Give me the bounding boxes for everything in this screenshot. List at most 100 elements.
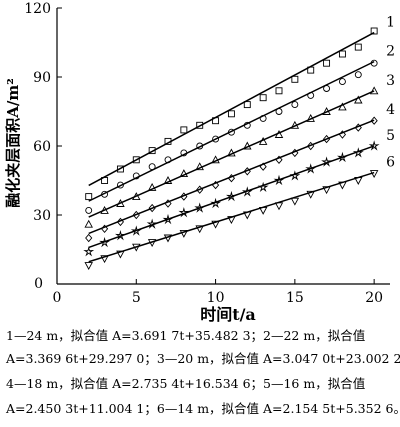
fit-line-4 bbox=[88, 119, 375, 235]
triangle-up-marker bbox=[274, 130, 284, 138]
x-tick-label: 10 bbox=[207, 290, 225, 306]
star-marker bbox=[83, 246, 95, 257]
circle-marker bbox=[370, 59, 378, 67]
square-marker bbox=[323, 59, 331, 67]
triangle-down-marker bbox=[195, 225, 204, 234]
circle-marker bbox=[338, 78, 346, 86]
circle-marker bbox=[132, 172, 140, 180]
diamond-marker bbox=[291, 148, 299, 158]
triangle-down-marker bbox=[132, 243, 141, 252]
series-labels: 1 2 3 4 5 6 bbox=[386, 15, 395, 171]
series-label-2: 2 bbox=[386, 44, 395, 60]
triangle-up-marker bbox=[369, 86, 379, 95]
triangle-up-marker bbox=[211, 155, 220, 164]
diamond-marker bbox=[196, 185, 204, 194]
square-marker bbox=[85, 193, 93, 201]
square-marker bbox=[338, 50, 346, 58]
x-tick-label: 20 bbox=[365, 290, 383, 306]
star-marker bbox=[321, 156, 333, 167]
triangle-down-marker bbox=[322, 186, 331, 195]
triangle-up-marker bbox=[195, 162, 204, 171]
triangle-down-marker bbox=[227, 216, 236, 225]
triangle-up-marker bbox=[100, 205, 109, 214]
triangle-down-marker bbox=[243, 211, 252, 220]
star-marker bbox=[352, 147, 364, 158]
series-label-5: 5 bbox=[386, 128, 395, 144]
star-marker bbox=[241, 186, 253, 197]
triangle-down-marker bbox=[100, 255, 109, 264]
square-marker bbox=[196, 121, 204, 129]
star-marker bbox=[99, 236, 111, 248]
square-marker bbox=[227, 110, 235, 118]
square-marker bbox=[275, 87, 283, 95]
y-tick-label: 120 bbox=[24, 1, 51, 17]
triangle-down-marker bbox=[116, 250, 125, 259]
circle-marker bbox=[196, 142, 204, 150]
circle-marker bbox=[85, 206, 93, 214]
fit-line-2 bbox=[88, 60, 375, 202]
triangle-up-marker bbox=[163, 176, 173, 184]
triangle-down-marker bbox=[354, 177, 363, 185]
star-marker bbox=[273, 174, 285, 186]
square-marker bbox=[291, 75, 299, 83]
x-tick-label: 0 bbox=[53, 290, 62, 306]
circle-marker bbox=[307, 91, 315, 99]
square-marker bbox=[307, 66, 315, 74]
fit-lines bbox=[88, 31, 375, 263]
circle-marker bbox=[212, 135, 220, 143]
circle-marker bbox=[323, 85, 331, 92]
triangle-up-marker bbox=[147, 182, 157, 191]
diamond-marker bbox=[307, 141, 315, 151]
circle-marker bbox=[243, 121, 251, 129]
triangle-down-marker bbox=[147, 239, 157, 248]
triangle-up-marker bbox=[306, 113, 315, 122]
square-marker bbox=[148, 147, 156, 155]
triangle-down-marker bbox=[338, 181, 347, 190]
square-marker bbox=[212, 117, 220, 125]
diamond-marker bbox=[227, 174, 236, 183]
caption-line: 4—18 m，拟合值 A=2.735 4t+16.534 6；5—16 m，拟合… bbox=[6, 376, 366, 391]
fit-line-6 bbox=[88, 171, 375, 263]
diamond-marker bbox=[322, 134, 331, 144]
star-marker bbox=[336, 151, 348, 163]
triangle-down-marker bbox=[369, 170, 379, 179]
star-marker bbox=[368, 140, 380, 151]
square-marker bbox=[132, 156, 140, 164]
square-marker bbox=[370, 27, 378, 35]
triangle-up-marker bbox=[116, 199, 125, 207]
star-marker bbox=[178, 206, 190, 218]
circle-marker bbox=[291, 101, 299, 109]
square-marker bbox=[116, 165, 124, 173]
fit-line-3 bbox=[88, 90, 375, 218]
fit-line-5 bbox=[88, 145, 375, 249]
y-tick-label: 30 bbox=[33, 208, 51, 224]
triangle-up-marker bbox=[243, 141, 252, 150]
circle-marker bbox=[180, 149, 188, 157]
series-label-4: 4 bbox=[386, 102, 395, 118]
series-label-6: 6 bbox=[386, 155, 395, 171]
triangle-down-marker bbox=[163, 234, 173, 243]
diamond-marker bbox=[370, 116, 378, 125]
diamond-marker bbox=[243, 167, 251, 176]
star-marker bbox=[210, 197, 222, 209]
diamond-marker bbox=[85, 233, 93, 243]
circle-marker bbox=[354, 71, 362, 79]
diamond-marker bbox=[148, 203, 156, 213]
circle-marker bbox=[116, 181, 124, 189]
square-marker bbox=[101, 177, 109, 184]
y-tick-label: 60 bbox=[33, 139, 51, 155]
star-marker bbox=[257, 181, 269, 193]
star-marker bbox=[114, 229, 126, 241]
y-axis-label: 融化夹层面积A/m² bbox=[4, 78, 22, 208]
circle-marker bbox=[227, 128, 235, 136]
triangle-down-marker bbox=[179, 229, 189, 238]
fit-line-1 bbox=[88, 31, 375, 187]
x-axis-label: 时间t/a bbox=[200, 305, 256, 324]
caption-line: A=2.450 3t+11.004 1；6—14 m，拟合值 A=2.154 5… bbox=[6, 401, 400, 416]
triangle-up-marker bbox=[338, 102, 347, 111]
y-tick-label: 0 bbox=[34, 276, 43, 292]
triangle-up-marker bbox=[179, 169, 189, 178]
series-label-3: 3 bbox=[386, 73, 395, 89]
triangle-down-marker bbox=[84, 262, 93, 271]
circle-marker bbox=[101, 190, 109, 198]
